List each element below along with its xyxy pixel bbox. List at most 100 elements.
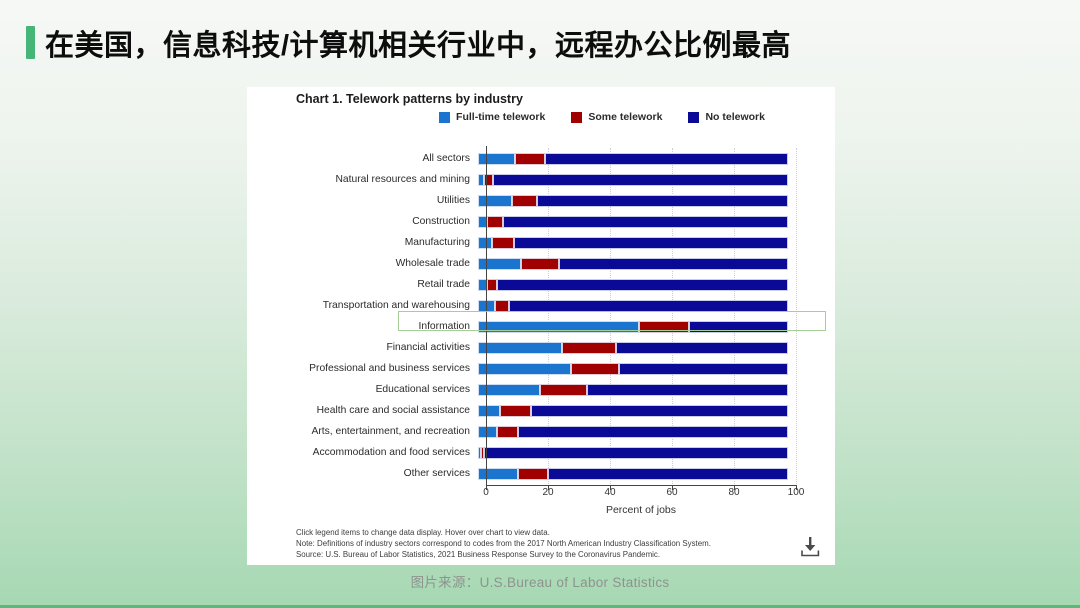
legend-label: Some telework xyxy=(588,111,663,123)
plot-area: All sectors Natural resources and mining U… xyxy=(296,146,826,490)
tick-mark-80 xyxy=(734,486,735,490)
category-label: Natural resources and mining xyxy=(335,174,471,185)
bar-segment-full-time-telework[interactable] xyxy=(478,404,500,417)
category-label: Retail trade xyxy=(417,279,470,290)
bar-segment-no-telework[interactable] xyxy=(536,194,788,207)
chart-row-financial-activities: Financial activities xyxy=(296,337,796,358)
chart-row-wholesale-trade: Wholesale trade xyxy=(296,253,796,274)
bar-track xyxy=(478,257,788,270)
bar-segment-no-telework[interactable] xyxy=(518,425,788,438)
category-label: Wholesale trade xyxy=(395,258,470,269)
bar-segment-full-time-telework[interactable] xyxy=(478,467,519,480)
category-label: Professional and business services xyxy=(309,363,470,374)
legend-swatch xyxy=(439,111,451,123)
chart-row-manufacturing: Manufacturing xyxy=(296,232,796,253)
bar-segment-some-telework[interactable] xyxy=(518,467,548,480)
bar-rows: All sectors Natural resources and mining U… xyxy=(296,148,796,484)
chart-row-professional-and-business-services: Professional and business services xyxy=(296,358,796,379)
image-source-caption: 图片来源：U.S.Bureau of Labor Statistics xyxy=(0,571,1080,591)
bar-segment-no-telework[interactable] xyxy=(688,320,788,333)
bar-segment-full-time-telework[interactable] xyxy=(478,362,571,375)
legend-item-full-time-telework[interactable]: Full-time telework xyxy=(439,111,545,123)
chart-legend: Full-time telework Some telework No telewo… xyxy=(437,111,767,123)
chart-footnotes: Click legend items to change data displa… xyxy=(296,527,711,560)
y-axis-line xyxy=(486,146,487,486)
bar-track xyxy=(478,152,788,165)
bar-segment-no-telework[interactable] xyxy=(493,173,788,186)
footnote-note: Note: Definitions of industry sectors co… xyxy=(296,539,711,548)
bar-segment-full-time-telework[interactable] xyxy=(478,425,497,438)
chart-row-natural-resources-and-mining: Natural resources and mining xyxy=(296,169,796,190)
bar-segment-some-telework[interactable] xyxy=(481,446,485,459)
bar-segment-no-telework[interactable] xyxy=(544,152,788,165)
tick-label-40: 40 xyxy=(604,487,616,498)
caption-source: U.S.Bureau of Labor Statistics xyxy=(479,575,670,590)
chart-row-arts-entertainment-and-recreation: Arts, entertainment, and recreation xyxy=(296,421,796,442)
bar-segment-some-telework[interactable] xyxy=(515,152,545,165)
bar-segment-full-time-telework[interactable] xyxy=(478,236,492,249)
bar-segment-no-telework[interactable] xyxy=(619,362,788,375)
bar-segment-no-telework[interactable] xyxy=(615,341,788,354)
legend-item-some-telework[interactable]: Some telework xyxy=(571,111,662,123)
bar-segment-some-telework[interactable] xyxy=(487,215,503,228)
bar-track xyxy=(478,425,788,438)
bar-track xyxy=(478,299,788,312)
bar-segment-no-telework[interactable] xyxy=(508,299,788,312)
category-label: Arts, entertainment, and recreation xyxy=(311,426,470,437)
bar-segment-no-telework[interactable] xyxy=(558,257,788,270)
chart-row-other-services: Other services xyxy=(296,463,796,484)
bar-track xyxy=(478,173,788,186)
bar-segment-some-telework[interactable] xyxy=(571,362,620,375)
bar-segment-some-telework[interactable] xyxy=(487,278,497,291)
bar-segment-full-time-telework[interactable] xyxy=(478,446,482,459)
bar-segment-some-telework[interactable] xyxy=(561,341,616,354)
category-label: Health care and social assistance xyxy=(316,405,470,416)
tick-mark-40 xyxy=(610,486,611,490)
bar-segment-no-telework[interactable] xyxy=(547,467,788,480)
chart-row-educational-services: Educational services xyxy=(296,379,796,400)
bar-segment-some-telework[interactable] xyxy=(499,404,531,417)
bar-segment-full-time-telework[interactable] xyxy=(478,383,540,396)
bar-segment-no-telework[interactable] xyxy=(513,236,788,249)
bar-segment-some-telework[interactable] xyxy=(484,173,494,186)
chart-row-information: Information xyxy=(296,316,796,337)
bar-segment-some-telework[interactable] xyxy=(495,299,509,312)
tick-mark-20 xyxy=(548,486,549,490)
category-label: Other services xyxy=(403,468,470,479)
bar-segment-no-telework[interactable] xyxy=(586,383,788,396)
bar-segment-full-time-telework[interactable] xyxy=(478,194,513,207)
footnote-hint: Click legend items to change data displa… xyxy=(296,528,550,537)
bar-segment-full-time-telework[interactable] xyxy=(478,257,522,270)
bar-segment-no-telework[interactable] xyxy=(502,215,788,228)
bar-segment-no-telework[interactable] xyxy=(496,278,788,291)
tick-label-80: 80 xyxy=(728,487,740,498)
legend-item-no-telework[interactable]: No telework xyxy=(688,111,765,123)
category-label: Financial activities xyxy=(386,342,470,353)
bar-segment-some-telework[interactable] xyxy=(540,383,587,396)
category-label: Utilities xyxy=(436,195,470,206)
legend-label: No telework xyxy=(705,111,765,123)
tick-mark-100 xyxy=(796,486,797,490)
bar-segment-full-time-telework[interactable] xyxy=(478,320,640,333)
category-label: Information xyxy=(418,321,470,332)
bar-segment-some-telework[interactable] xyxy=(521,257,559,270)
bar-segment-some-telework[interactable] xyxy=(639,320,689,333)
bar-segment-full-time-telework[interactable] xyxy=(478,341,562,354)
chart-title: Chart 1. Telework patterns by industry xyxy=(296,92,523,106)
bar-segment-some-telework[interactable] xyxy=(512,194,537,207)
bar-segment-full-time-telework[interactable] xyxy=(478,173,485,186)
tick-label-60: 60 xyxy=(666,487,678,498)
tick-mark-0 xyxy=(486,486,487,490)
chart-row-retail-trade: Retail trade xyxy=(296,274,796,295)
bar-segment-some-telework[interactable] xyxy=(496,425,519,438)
category-label: All sectors xyxy=(422,153,471,164)
bar-segment-some-telework[interactable] xyxy=(491,236,514,249)
gridline-100 xyxy=(796,148,797,484)
bar-segment-full-time-telework[interactable] xyxy=(478,152,516,165)
download-button[interactable] xyxy=(796,537,824,563)
bar-segment-no-telework[interactable] xyxy=(530,404,788,417)
chart-row-health-care-and-social-assistance: Health care and social assistance xyxy=(296,400,796,421)
bar-segment-no-telework[interactable] xyxy=(484,446,788,459)
chart-row-all-sectors: All sectors xyxy=(296,148,796,169)
